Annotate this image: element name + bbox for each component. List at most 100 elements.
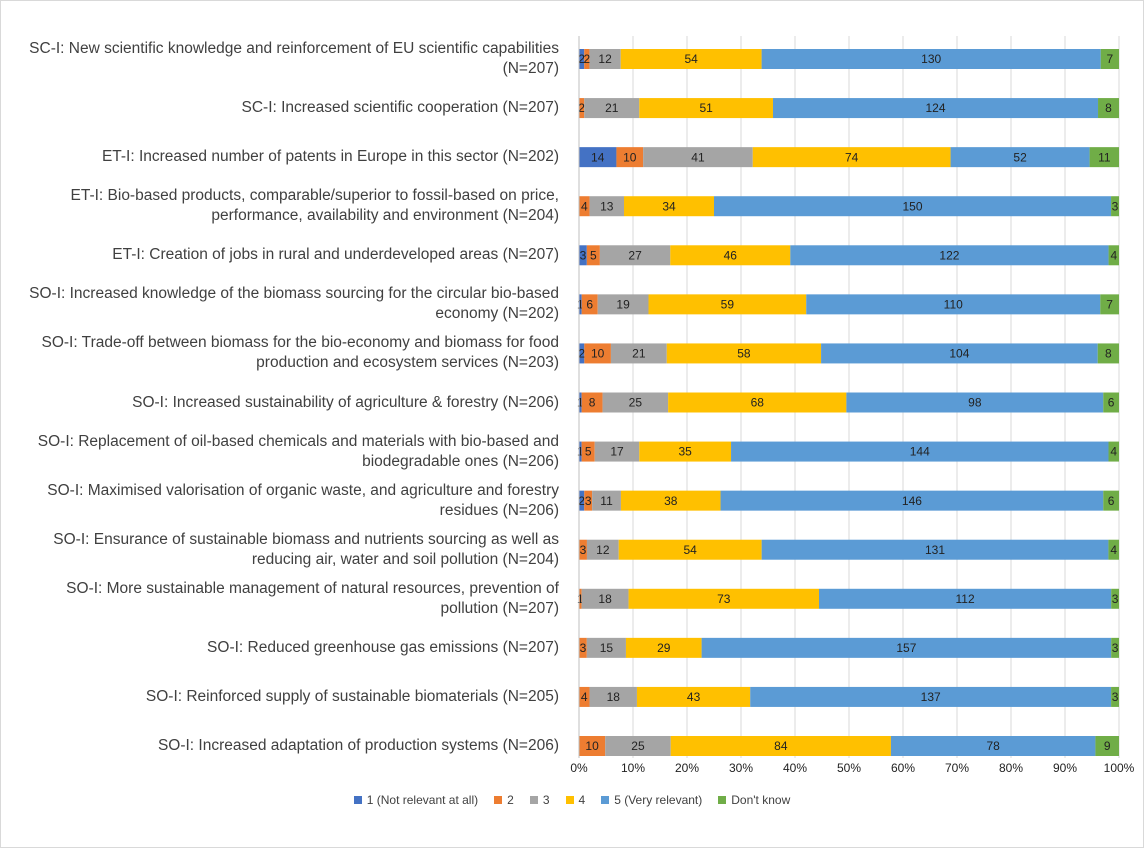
data-label: 2 [578, 494, 585, 508]
bar-segment [579, 392, 582, 413]
bar-segment [589, 196, 624, 217]
data-label: 8 [589, 396, 596, 410]
bar-segment [670, 736, 891, 756]
data-label: 4 [581, 690, 588, 704]
bar-segment [616, 147, 644, 168]
bar-segment [581, 294, 598, 315]
data-label: 25 [631, 739, 645, 753]
bar-segment [579, 441, 582, 462]
category-label: SC-I: New scientific knowledge and reinf… [29, 40, 559, 77]
data-label: 73 [717, 592, 731, 606]
data-label: 17 [610, 445, 624, 459]
bar-segment [1111, 686, 1119, 707]
legend-label: Don't know [731, 793, 791, 807]
data-label: 1 [577, 396, 584, 410]
bar-segment [1103, 490, 1119, 511]
data-label: 15 [600, 641, 614, 655]
bar-segment [950, 147, 1090, 168]
legend-swatch [494, 796, 503, 804]
data-label: 1 [577, 298, 584, 312]
category-label: SO-I: Trade-off between biomass for the … [41, 334, 559, 372]
x-tick-label: 100% [1104, 761, 1135, 775]
x-tick-label: 30% [729, 761, 753, 775]
legend-swatch [601, 796, 610, 804]
legend-label: 4 [578, 793, 586, 807]
data-label: 1 [577, 445, 584, 459]
bar-segment [750, 686, 1112, 707]
data-label: 34 [662, 199, 676, 213]
data-label: 74 [845, 150, 859, 164]
category-label: SO-I: Increased knowledge of the biomass… [29, 285, 559, 323]
data-label: 35 [678, 445, 692, 459]
data-label: 46 [724, 248, 738, 262]
bar-segment [584, 343, 611, 364]
bar-segment [620, 49, 762, 69]
data-label: 2 [578, 347, 585, 361]
legend-item: 2 [494, 793, 514, 807]
data-label: 59 [721, 298, 735, 312]
bar-segment [594, 441, 640, 462]
bar-segment [586, 539, 619, 560]
bar-segment [890, 736, 1096, 756]
data-label: 21 [605, 101, 619, 115]
data-label: 12 [598, 52, 612, 66]
data-label: 104 [949, 347, 969, 361]
category-label: ET-I: Bio-based products, comparable/sup… [70, 187, 560, 225]
bar-segment [819, 588, 1112, 609]
data-label: 1 [577, 592, 584, 606]
data-label: 51 [699, 101, 713, 115]
bar-segment [602, 392, 669, 413]
bar-segment [586, 637, 626, 658]
bar-segment [752, 147, 951, 168]
bar-segment [1108, 441, 1119, 462]
data-label: 146 [902, 494, 922, 508]
data-label: 13 [600, 199, 614, 213]
category-label: SO-I: Maximised valorisation of organic … [47, 481, 559, 519]
data-label: 12 [596, 543, 610, 557]
bar-segment [625, 637, 702, 658]
bar-segment [643, 147, 753, 168]
legend-label: 5 (Very relevant) [614, 793, 703, 807]
data-label: 43 [687, 690, 701, 704]
bar-segment [648, 294, 807, 315]
category-label: SO-I: More sustainable management of nat… [66, 579, 559, 617]
legend-item: 4 [565, 793, 586, 807]
bar-segment [610, 343, 667, 364]
data-label: 18 [598, 592, 612, 606]
data-label: 5 [590, 248, 597, 262]
bar-segment [1098, 98, 1119, 119]
data-label: 68 [751, 396, 765, 410]
data-label: 52 [1013, 150, 1027, 164]
category-label: SO-I: Reinforced supply of sustainable b… [145, 687, 559, 705]
bar-segment [1097, 343, 1119, 364]
x-tick-label: 40% [783, 761, 807, 775]
data-label: 4 [1110, 248, 1117, 262]
bar-segment [589, 49, 621, 69]
bar-segment [579, 588, 582, 609]
data-label: 78 [986, 739, 1000, 753]
data-label: 14 [591, 150, 605, 164]
data-label: 9 [1104, 739, 1111, 753]
data-label: 84 [774, 739, 788, 753]
bar-segment [579, 245, 587, 266]
bar-segment [579, 49, 585, 69]
bar-segment [1089, 147, 1119, 168]
bar-segment [605, 736, 671, 756]
data-label: 98 [968, 396, 982, 410]
bar-segment [1103, 392, 1119, 413]
bar-segment [579, 637, 587, 658]
bar-segment [1100, 294, 1119, 315]
data-label: 3 [585, 494, 592, 508]
bar-segment [636, 686, 751, 707]
legend-label: 1 (Not relevant at all) [366, 793, 479, 807]
data-label: 144 [910, 445, 930, 459]
x-tick-label: 20% [675, 761, 699, 775]
data-label: 2 [583, 52, 590, 66]
legend: 1 (Not relevant at all) 2 3 4 5 (Very releva… [1, 793, 1143, 807]
data-label: 150 [903, 199, 923, 213]
x-tick-label: 10% [621, 761, 645, 775]
legend-item: 5 (Very relevant) [601, 793, 702, 807]
bar-segment [668, 392, 847, 413]
data-label: 25 [629, 396, 643, 410]
